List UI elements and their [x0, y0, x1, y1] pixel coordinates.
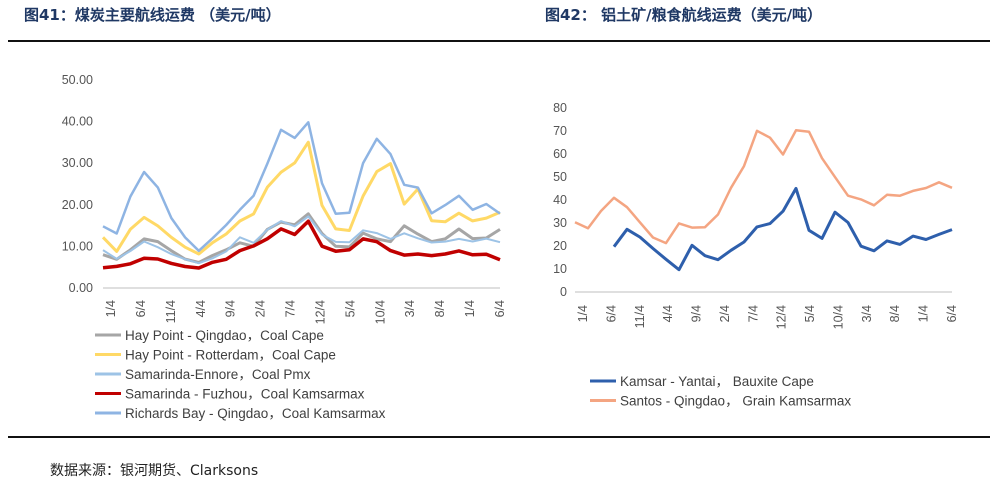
y-tick-label: 0 [560, 285, 567, 299]
x-tick-label: 7/4 [746, 305, 760, 322]
x-tick-label: 10/4 [373, 300, 387, 324]
y-tick-label: 60 [553, 147, 567, 161]
x-tick-label: 6/4 [945, 305, 959, 322]
x-tick-label: 1/4 [576, 305, 590, 322]
legend-label-4: Richards Bay - Qingdao，Coal Kamsarmax [125, 406, 386, 421]
chart-title-left: 图41：煤炭主要航线运费 （美元/吨） [24, 6, 281, 24]
x-tick-label: 11/4 [633, 305, 647, 328]
x-tick-label: 4/4 [194, 300, 208, 317]
legend-label-3: Samarinda - Fuzhou，Coal Kamsarmax [125, 387, 365, 402]
y-tick-label: 30 [553, 216, 567, 230]
series-line-3 [102, 219, 501, 270]
x-tick-label: 10/4 [831, 305, 845, 329]
x-tick-label: 7/4 [284, 300, 298, 317]
x-tick-label: 5/4 [343, 300, 357, 317]
y-tick-label: 20 [553, 239, 567, 253]
x-tick-label: 1/4 [104, 300, 118, 317]
x-tick-label: 2/4 [718, 305, 732, 322]
y-tick-label: 10.00 [62, 239, 93, 253]
x-tick-label: 1/4 [917, 305, 931, 322]
x-tick-label: 12/4 [775, 305, 789, 329]
series-line-0 [612, 186, 953, 272]
x-tick-label: 2/4 [254, 300, 268, 317]
y-tick-label: 70 [553, 124, 567, 138]
x-tick-label: 5/4 [803, 305, 817, 322]
y-tick-label: 0.00 [69, 281, 93, 295]
source-note: 数据来源：银河期货、Clarksons [50, 463, 259, 479]
x-tick-label: 6/4 [134, 300, 148, 317]
bottom-divider [8, 436, 990, 438]
legend-label-0: Hay Point - Qingdao，Coal Cape [125, 328, 324, 343]
y-tick-label: 10 [553, 262, 567, 276]
x-tick-label: 6/4 [493, 300, 507, 317]
x-tick-label: 3/4 [403, 300, 417, 317]
x-tick-label: 1/4 [463, 300, 477, 317]
x-tick-label: 12/4 [313, 300, 327, 324]
y-tick-label: 30.00 [62, 156, 93, 170]
top-divider [8, 40, 990, 42]
y-tick-label: 40 [553, 193, 567, 207]
x-tick-label: 6/4 [604, 305, 618, 322]
series-line-0 [102, 212, 501, 264]
x-tick-label: 3/4 [860, 305, 874, 322]
series-line-1 [574, 129, 953, 245]
x-tick-label: 8/4 [433, 300, 447, 317]
chart-title-right: 图42： 铝土矿/粮食航线运费（美元/吨） [545, 6, 823, 24]
series-line-4 [102, 121, 501, 253]
x-tick-label: 9/4 [224, 300, 238, 317]
y-tick-label: 50 [553, 170, 567, 184]
x-tick-label: 11/4 [164, 300, 178, 323]
y-tick-label: 40.00 [62, 115, 93, 129]
y-tick-label: 80 [553, 101, 567, 115]
x-tick-label: 4/4 [661, 305, 675, 322]
x-tick-label: 9/4 [690, 305, 704, 322]
series-line-2 [102, 215, 501, 265]
legend-label-2: Samarinda-Ennore，Coal Pmx [125, 367, 311, 382]
legend-label-1: Hay Point - Rotterdam，Coal Cape [125, 348, 336, 363]
y-tick-label: 20.00 [62, 198, 93, 212]
y-tick-label: 50.00 [62, 73, 93, 87]
series-line-1 [101, 140, 501, 256]
x-tick-label: 8/4 [888, 305, 902, 322]
legend-label-1: Santos - Qingdao， Grain Kamsarmax [620, 394, 851, 409]
legend-label-0: Kamsar - Yantai， Bauxite Cape [620, 374, 814, 389]
